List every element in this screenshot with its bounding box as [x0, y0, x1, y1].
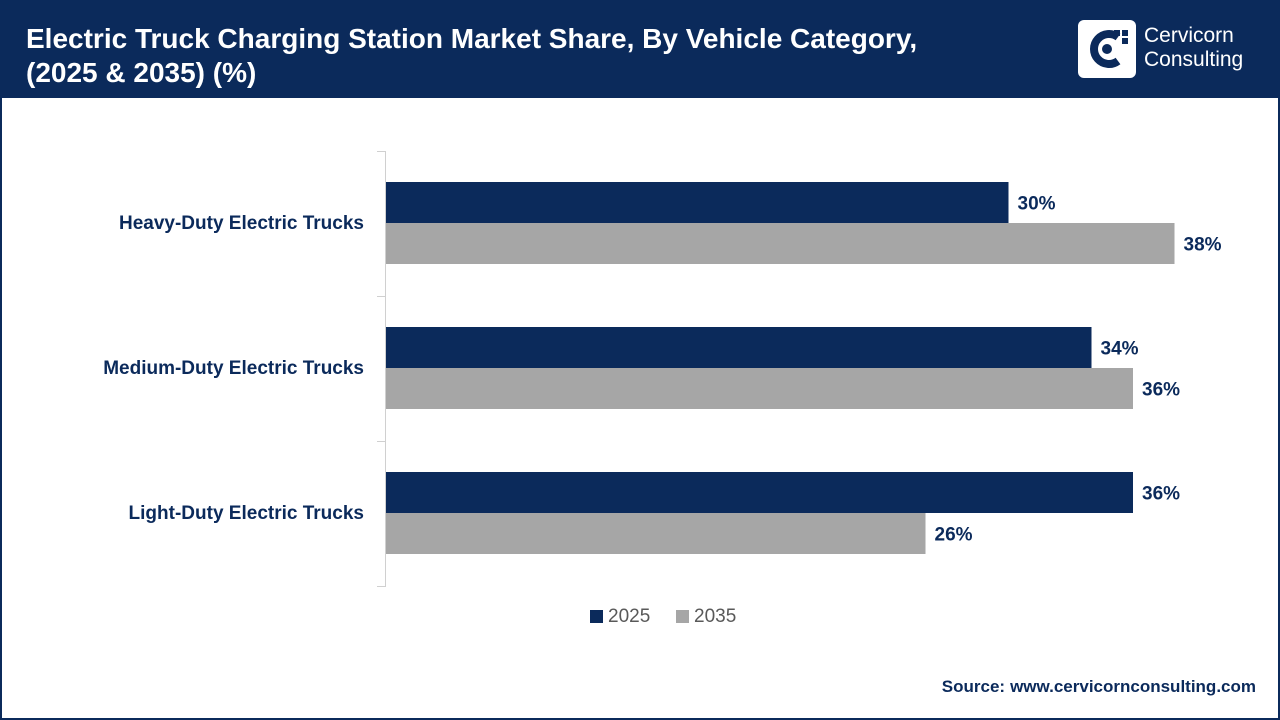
data-label: 38%: [1184, 235, 1222, 256]
data-label: 26%: [935, 525, 973, 546]
legend-label: 2025: [608, 606, 650, 627]
legend-swatch-2025: [590, 610, 603, 623]
bar-2035: [386, 368, 1133, 409]
title-line-1: Electric Truck Charging Station Market S…: [26, 23, 918, 54]
data-label: 36%: [1142, 484, 1180, 505]
category-label: Heavy-Duty Electric Trucks: [119, 213, 364, 234]
data-label: 34%: [1101, 339, 1139, 360]
source-url: www.cervicornconsulting.com: [1010, 677, 1256, 696]
data-label: 36%: [1142, 380, 1180, 401]
title-line-2: (2025 & 2035) (%): [26, 57, 257, 88]
header-banner: Electric Truck Charging Station Market S…: [0, 0, 1280, 98]
cervicorn-c-icon: [1078, 20, 1136, 78]
bar-2035: [386, 223, 1175, 264]
logo-line-2: Consulting: [1144, 48, 1244, 71]
logo-line-1: Cervicorn: [1144, 24, 1234, 47]
legend-swatch-2035: [676, 610, 689, 623]
bar-2035: [386, 513, 926, 554]
legend-label: 2035: [694, 606, 736, 627]
logo-wordmark: Cervicorn Consulting: [1144, 24, 1243, 72]
category-label: Medium-Duty Electric Trucks: [103, 358, 364, 379]
page-title: Electric Truck Charging Station Market S…: [26, 22, 1046, 90]
category-label: Light-Duty Electric Trucks: [129, 503, 364, 524]
source-label: Source:: [941, 677, 1006, 696]
source-note: Source: www.cervicornconsulting.com: [942, 677, 1256, 697]
bar-chart: Heavy-Duty Electric Trucks 30% 38% Medium-D…: [103, 151, 1222, 627]
bar-2025: [386, 182, 1009, 223]
bar-2025: [386, 327, 1092, 368]
bar-2025: [386, 472, 1133, 513]
company-logo: Cervicorn Consulting: [1078, 20, 1268, 80]
data-label: 30%: [1018, 194, 1056, 215]
